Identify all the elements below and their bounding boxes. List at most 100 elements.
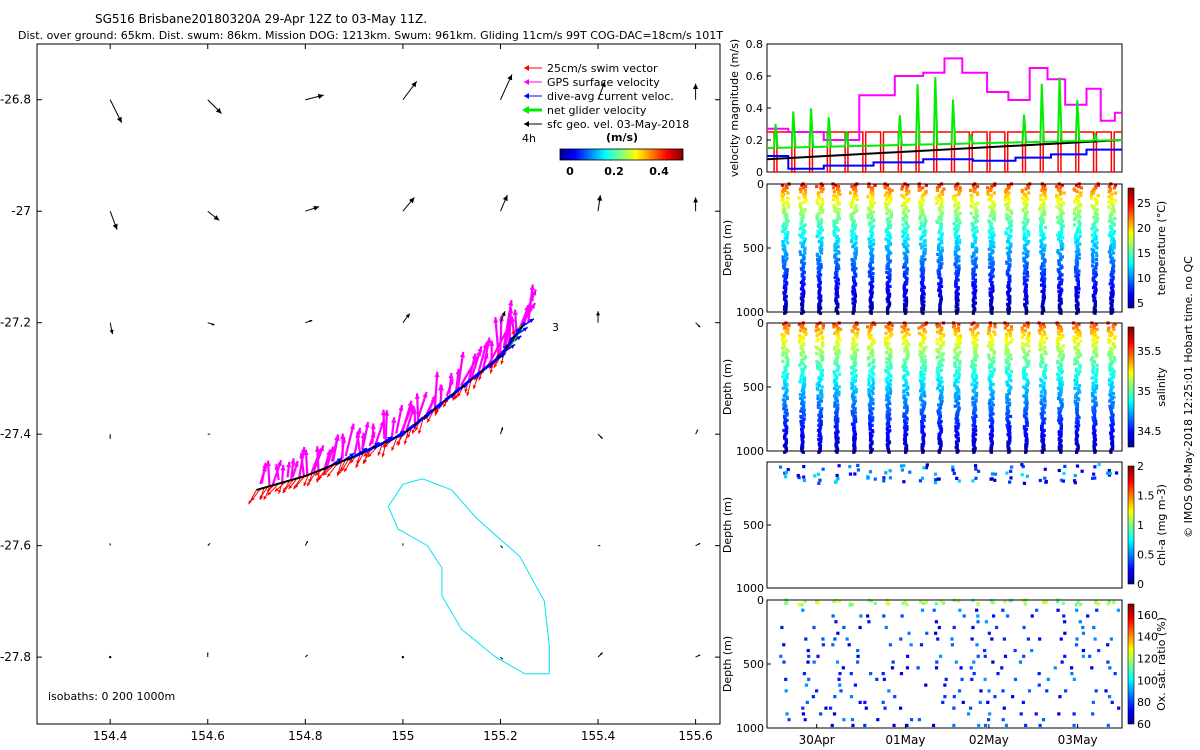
oxygen-point (966, 712, 971, 716)
salinity-point (905, 348, 909, 352)
temperature-point (833, 183, 838, 187)
oxygen-point (924, 683, 928, 687)
salinity-point (991, 339, 995, 343)
temperature-colorbar-tick: 15 (1137, 247, 1151, 260)
salinity-point (971, 427, 975, 431)
salinity-point (867, 380, 871, 384)
temperature-point (936, 199, 940, 203)
temperature-point (855, 209, 859, 213)
salinity-point (987, 366, 992, 370)
salinity-point (785, 413, 789, 417)
gps-vector (477, 342, 488, 373)
temperature-point (781, 255, 785, 259)
salinity-point (885, 385, 889, 389)
salinity-point (867, 363, 871, 367)
salinity-point (1073, 382, 1078, 387)
legend-sfc-geo: sfc geo. vel. 03-May-2018 (524, 118, 689, 131)
salinity-ylabel: Depth (m) (721, 359, 734, 415)
chlorophyll-point (1090, 476, 1095, 480)
salinity-point (817, 367, 821, 371)
temperature-point (992, 233, 996, 237)
salinity-point (1079, 339, 1083, 343)
temperature-point (1111, 292, 1115, 296)
salinity-point (1042, 396, 1047, 401)
geo-vector (695, 542, 701, 547)
temperature-point (1056, 220, 1060, 224)
salinity-point (833, 394, 837, 398)
temperature-point (820, 197, 824, 201)
salinity-point (986, 344, 990, 348)
temperature-point (923, 229, 927, 233)
gps-vector (470, 346, 483, 380)
chlorophyll-point (934, 478, 938, 482)
oxygen-point (859, 614, 863, 618)
oxygen-point (1030, 648, 1034, 653)
temperature-point (1040, 188, 1044, 192)
salinity-point (820, 358, 824, 362)
temperature-colorbar-tick: 10 (1137, 272, 1151, 285)
temperature-point (866, 213, 870, 217)
salinity-point (820, 385, 824, 389)
salinity-point (953, 332, 958, 337)
chlorophyll-point (1038, 478, 1042, 483)
geo-vector (402, 313, 411, 323)
temperature-point (955, 257, 959, 262)
salinity-point (920, 423, 924, 427)
temperature-point (905, 225, 910, 230)
salinity-point (941, 340, 946, 344)
salinity-point (817, 418, 821, 422)
temperature-point (953, 233, 957, 237)
oxygen-point (954, 660, 958, 664)
salinity-point (836, 348, 841, 352)
oxygen-point (1021, 700, 1025, 704)
geo-vector (305, 93, 324, 101)
temperature-point (988, 188, 992, 192)
temperature-point (1042, 288, 1046, 292)
chlorophyll-point (1073, 481, 1077, 485)
temperature-point (1095, 246, 1099, 250)
temperature-point (973, 273, 977, 277)
temperature-point (1024, 206, 1028, 210)
salinity-point (954, 379, 958, 383)
salinity-point (786, 331, 790, 335)
salinity-point (939, 419, 943, 424)
salinity-point (937, 450, 941, 454)
temperature-point (836, 278, 840, 282)
temperature-point (940, 241, 944, 245)
geo-vector (500, 656, 504, 660)
salinity-point (988, 370, 992, 374)
chlorophyll-point (856, 468, 860, 472)
temperature-point (906, 233, 910, 237)
oxygen-point (1001, 718, 1005, 722)
chlorophyll-colorbar-tick: 1.5 (1137, 490, 1155, 503)
temperature-point (871, 238, 876, 242)
chlorophyll-point (783, 471, 787, 475)
salinity-point (1008, 353, 1013, 357)
map-colorbar-label: (m/s) (606, 131, 638, 144)
salinity-point (1072, 326, 1076, 330)
temperature-point (1090, 227, 1094, 231)
temperature-point (1109, 245, 1113, 249)
salinity-point (1023, 329, 1027, 333)
salinity-point (868, 370, 872, 374)
salinity-point (1074, 395, 1078, 399)
salinity-point (1092, 407, 1097, 411)
geo-vector (305, 205, 320, 212)
salinity-point (971, 341, 976, 346)
salinity-point (816, 396, 820, 401)
salinity-point (1040, 416, 1044, 420)
salinity-point (832, 386, 837, 390)
oxygen-point (919, 643, 924, 647)
salinity-point (902, 384, 906, 388)
temperature-point (853, 208, 857, 212)
salinity-point (987, 402, 991, 406)
temperature-point (952, 222, 956, 226)
oxygen-point (1021, 598, 1026, 603)
salinity-point (1093, 330, 1097, 334)
salinity-point (1059, 444, 1063, 448)
salinity-point (834, 361, 839, 365)
salinity-point (956, 376, 961, 380)
salinity-point (1112, 355, 1116, 360)
temperature-point (818, 256, 822, 260)
gps-vector (527, 284, 535, 323)
